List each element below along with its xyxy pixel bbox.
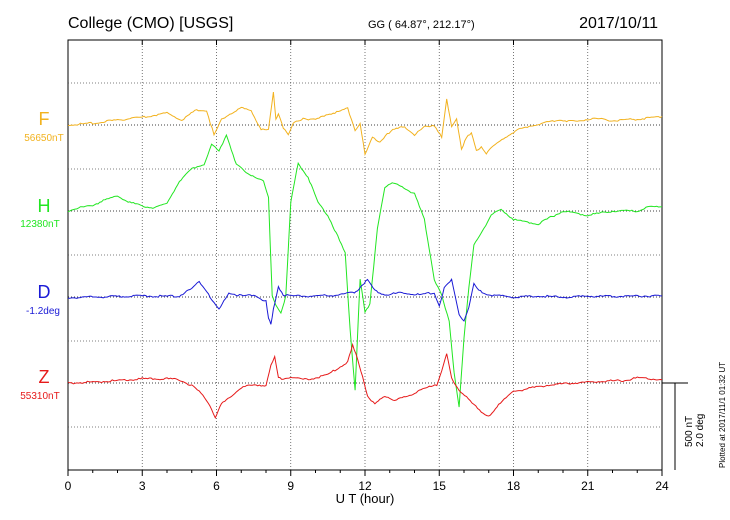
chart-date: 2017/10/11: [579, 15, 658, 32]
baseline-label-D: -1.2deg: [26, 306, 60, 317]
x-tick-label: 24: [655, 479, 669, 493]
grid-lines: [68, 40, 662, 470]
x-tick-label: 6: [213, 479, 220, 493]
label-D: D: [38, 282, 51, 302]
x-tick-label: 3: [139, 479, 146, 493]
scale-bar-label-deg: 2.0 deg: [695, 414, 706, 447]
baseline-label-H: 12380nT: [20, 219, 59, 230]
label-H: H: [38, 196, 51, 216]
series-lines: [67, 92, 663, 420]
station-title: College (CMO) [USGS]: [68, 15, 233, 32]
label-Z: Z: [39, 367, 50, 387]
series-line-D: [67, 278, 662, 325]
label-F: F: [39, 109, 50, 129]
plotted-timestamp: Plotted at 2017/11/1 01:32 UT: [718, 362, 727, 468]
scale-bar-label-nt: 500 nT: [684, 416, 695, 447]
series-line-H: [67, 133, 663, 408]
baseline-label-F: 56650nT: [24, 133, 63, 144]
series-line-Z: [67, 342, 663, 420]
x-tick-label: 0: [65, 479, 72, 493]
baseline-label-Z: 55310nT: [20, 391, 59, 402]
series-line-F: [67, 92, 663, 156]
x-tick-label: 15: [433, 479, 447, 493]
x-tick-label: 18: [507, 479, 521, 493]
x-tick-label: 9: [287, 479, 294, 493]
geographic-coordinates: GG ( 64.87°, 212.17°): [368, 19, 475, 31]
x-axis-title: U T (hour): [336, 491, 395, 506]
x-tick-label: 21: [581, 479, 595, 493]
x-axis-ticks: 0 3 6 9 12 15 18 21 24: [65, 40, 669, 493]
x-tick-label: 12: [358, 479, 372, 493]
